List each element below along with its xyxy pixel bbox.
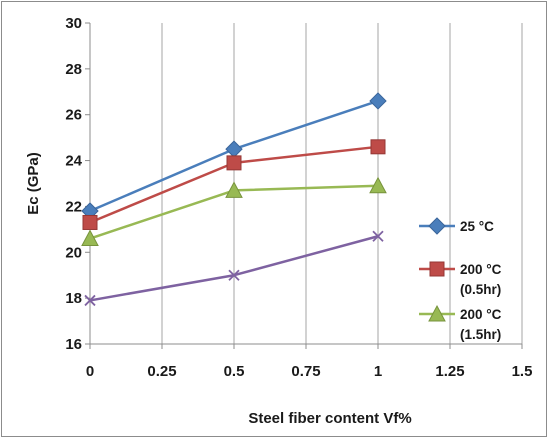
data-point-s0-2 [369, 92, 387, 110]
x-tick-label-6: 1.5 [512, 363, 533, 380]
data-point-s3-2 [372, 230, 384, 242]
data-point-s2-0 [81, 229, 99, 247]
legend-label-0-0: 25 °C [460, 219, 494, 234]
legend-label-1-1: (0.5hr) [460, 282, 501, 297]
y-tick-label-2: 20 [65, 244, 82, 261]
x-tick-label-0: 0 [86, 363, 94, 380]
x-tick-label-2: 0.5 [224, 363, 245, 380]
data-point-s1-2 [370, 139, 386, 155]
y-tick-label-0: 16 [65, 336, 82, 353]
x-tick-label-4: 1 [374, 363, 382, 380]
legend-marker-0 [428, 217, 446, 235]
y-tick-label-3: 22 [65, 198, 82, 215]
y-tick-label-7: 30 [65, 15, 82, 32]
data-point-s1-0 [82, 214, 98, 230]
data-point-s3-1 [228, 269, 240, 281]
x-tick-label-5: 1.25 [435, 363, 464, 380]
y-tick-label-5: 26 [65, 107, 82, 124]
data-point-s2-2 [369, 176, 387, 194]
x-axis-title: Steel fiber content Vf% [248, 410, 411, 427]
y-tick-label-4: 24 [65, 153, 82, 170]
legend-label-1-0: 200 °C [460, 262, 502, 277]
legend-marker-2 [428, 304, 446, 322]
legend-label-2-0: 200 °C [460, 307, 502, 322]
data-point-s0-1 [225, 140, 243, 158]
y-tick-label-6: 28 [65, 61, 82, 78]
legend-marker-1 [429, 261, 445, 277]
y-axis-title: Ec (GPa) [25, 152, 42, 215]
data-point-s2-1 [225, 181, 243, 198]
y-tick-label-1: 18 [65, 290, 82, 307]
x-tick-label-1: 0.25 [147, 363, 176, 380]
x-tick-label-3: 0.75 [291, 363, 320, 380]
data-point-s1-1 [226, 155, 242, 171]
data-point-s3-0 [84, 294, 96, 307]
legend-label-2-1: (1.5hr) [460, 327, 501, 342]
